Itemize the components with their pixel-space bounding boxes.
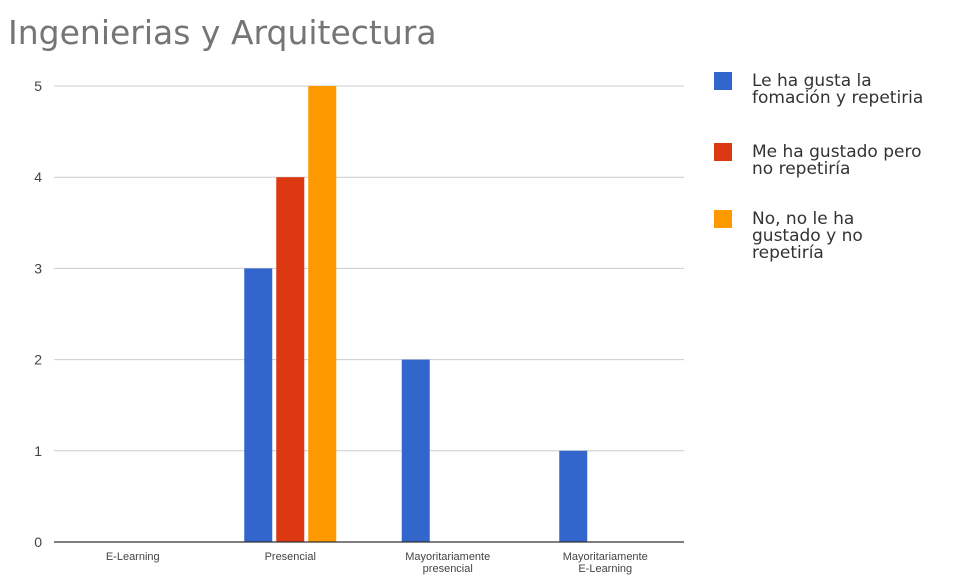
bar-series-3-category-2 <box>308 86 337 542</box>
x-category-label-line: E-Learning <box>106 551 160 563</box>
bar-series-2-category-2 <box>276 177 305 542</box>
legend-label-3: No, no le ha gustado y no repetiría <box>752 209 863 263</box>
bars <box>244 86 588 542</box>
legend: Le ha gusta la fomación y repetiria Me ha … <box>714 71 923 263</box>
bar-series-1-category-4 <box>559 450 588 542</box>
legend-label-2: Me ha gustado pero no repetiría <box>752 142 922 179</box>
legend-label-line: Me ha gustado pero <box>752 142 922 162</box>
y-tick-label: 5 <box>34 78 42 94</box>
legend-label-line: repetiría <box>752 243 824 263</box>
legend-label-line: no repetiría <box>752 159 850 179</box>
x-category-label-line: E-Learning <box>578 563 632 575</box>
legend-swatch-1 <box>714 72 732 90</box>
x-category-label-line: Mayoritariamente <box>563 551 648 563</box>
legend-label-line: No, no le ha <box>752 209 854 229</box>
legend-label-line: fomación y repetiria <box>752 88 923 108</box>
chart-title: Ingenierias y Arquitectura <box>8 13 437 52</box>
y-tick-label: 0 <box>34 534 42 550</box>
x-category-label-line: Mayoritariamente <box>405 551 490 563</box>
x-category-label: Mayoritariamente presencial <box>405 551 490 575</box>
legend-swatch-2 <box>714 143 732 161</box>
x-category-label-line: Presencial <box>265 551 316 563</box>
legend-swatch-3 <box>714 210 732 228</box>
x-category-label-line: presencial <box>423 563 473 575</box>
y-tick-label: 3 <box>34 260 42 276</box>
x-category-label: Presencial <box>265 551 316 563</box>
gridlines <box>54 85 684 452</box>
y-tick-label: 4 <box>34 169 42 185</box>
y-tick-label: 2 <box>34 352 42 368</box>
legend-label-1: Le ha gusta la fomación y repetiria <box>752 71 923 108</box>
x-axis-category-labels: E-Learning Presencial Mayoritariamente pres… <box>106 551 648 575</box>
x-category-label: Mayoritariamente E-Learning <box>563 551 648 575</box>
legend-label-line: Le ha gusta la <box>752 71 872 91</box>
bar-series-1-category-2 <box>244 268 273 542</box>
legend-label-line: gustado y no <box>752 226 863 246</box>
y-tick-label: 1 <box>34 443 42 459</box>
y-axis-tick-labels: 0 1 2 3 4 5 <box>34 78 42 550</box>
bar-series-1-category-3 <box>401 359 430 542</box>
x-category-label: E-Learning <box>106 551 160 563</box>
